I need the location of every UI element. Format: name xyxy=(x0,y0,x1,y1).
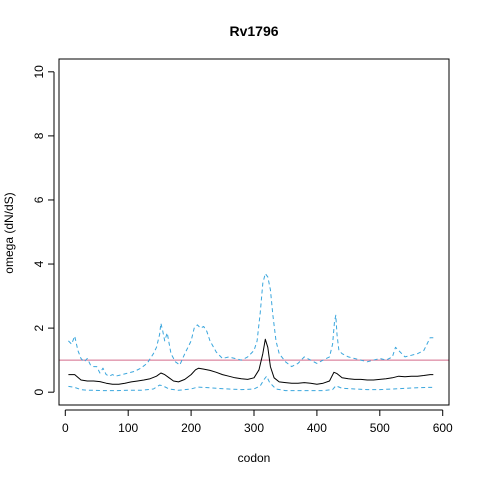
series-layer xyxy=(59,273,449,392)
x-tick-label: 300 xyxy=(244,421,264,435)
y-tick-label: 2 xyxy=(32,324,46,331)
y-tick-label: 0 xyxy=(32,389,46,396)
plot-frame xyxy=(58,58,450,406)
lower-line xyxy=(68,375,434,392)
x-tick-label: 500 xyxy=(370,421,390,435)
x-tick-label: 100 xyxy=(118,421,138,435)
chart-title: Rv1796 xyxy=(229,23,278,39)
x-axis-label: codon xyxy=(238,451,271,465)
y-tick-label: 6 xyxy=(32,196,46,203)
y-axis-label: omega (dN/dS) xyxy=(2,192,16,273)
x-tick-label: 0 xyxy=(62,421,69,435)
y-tick-label: 10 xyxy=(32,65,46,79)
axes: 0 100 200 300 400 500 600 0 2 4 6 8 10 xyxy=(32,65,453,435)
y-tick-label: 4 xyxy=(32,260,46,267)
y-tick-label: 8 xyxy=(32,132,46,139)
x-tick-label: 600 xyxy=(433,421,453,435)
upper-line xyxy=(68,273,434,377)
x-tick-label: 200 xyxy=(181,421,201,435)
mean-line xyxy=(68,338,434,385)
x-tick-label: 400 xyxy=(307,421,327,435)
